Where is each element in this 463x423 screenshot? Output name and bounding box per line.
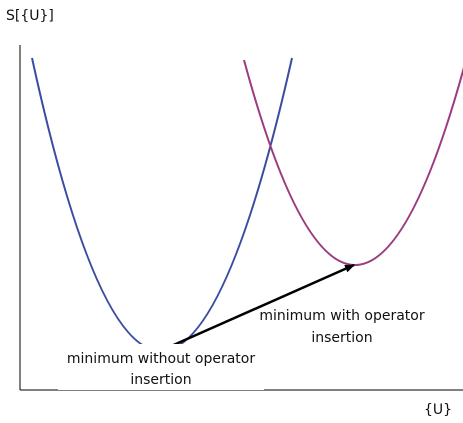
x-axis-label: {U} bbox=[424, 402, 452, 418]
annotation-line: minimum with operator bbox=[259, 308, 424, 324]
label-background bbox=[58, 344, 264, 390]
annotation-line: insertion bbox=[311, 330, 372, 346]
annotation-line: minimum without operator bbox=[67, 351, 255, 367]
shift-arrow bbox=[159, 263, 355, 353]
curve-without-insertion bbox=[31, 57, 293, 352]
annotation-line: insertion bbox=[130, 372, 191, 388]
y-axis-label: S[{U}] bbox=[6, 8, 54, 24]
curve-with-insertion bbox=[243, 59, 463, 266]
